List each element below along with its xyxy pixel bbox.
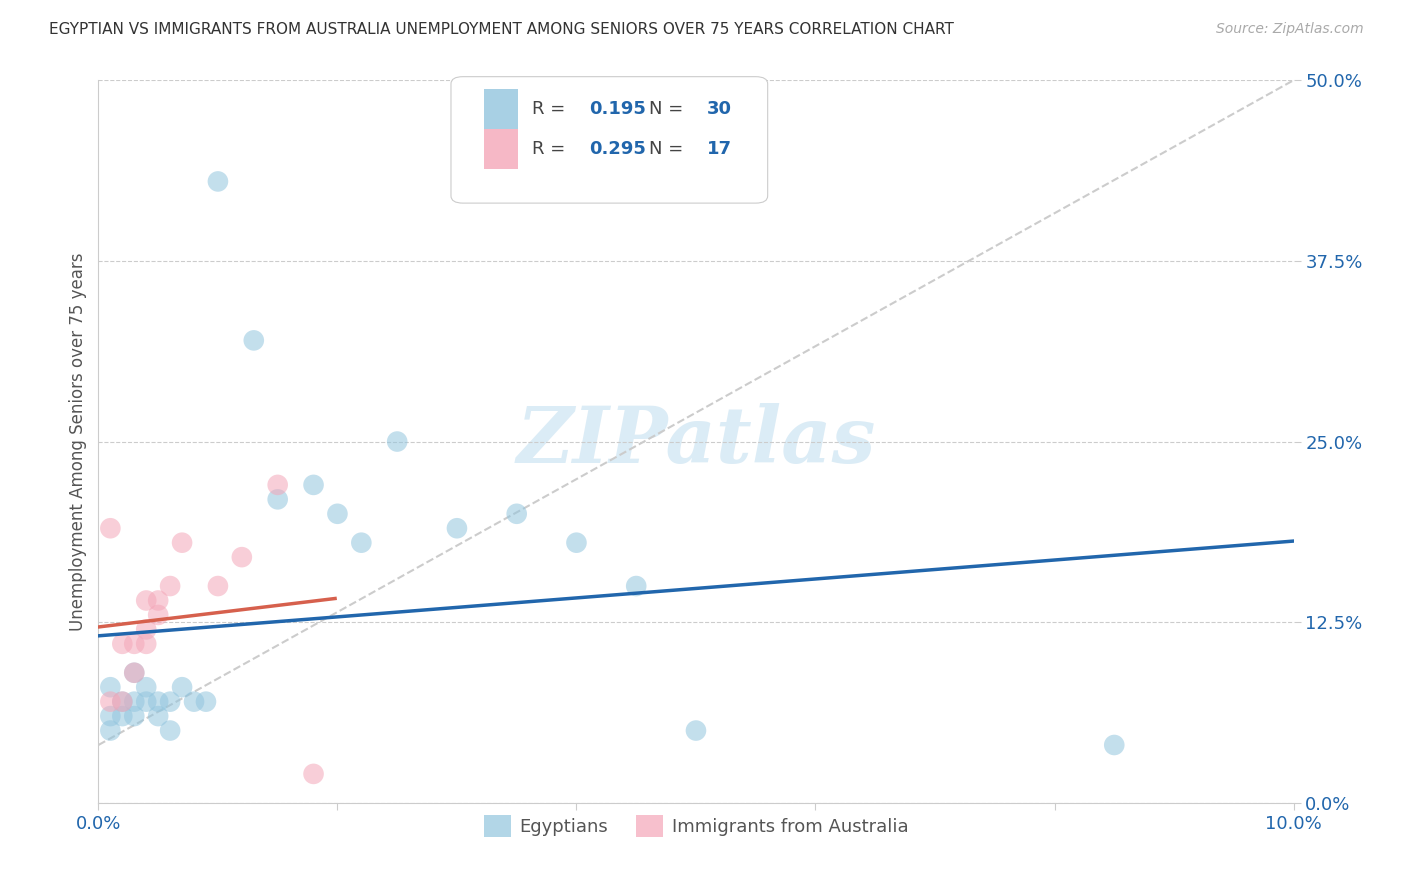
- Point: [267, 478, 290, 492]
- Text: N =: N =: [650, 140, 689, 158]
- Point: [207, 579, 229, 593]
- Point: [135, 695, 157, 709]
- Point: [124, 665, 146, 680]
- Point: [267, 492, 290, 507]
- Text: 17: 17: [707, 140, 731, 158]
- Point: [1104, 738, 1126, 752]
- Point: [159, 723, 181, 738]
- Point: [124, 637, 146, 651]
- Point: [135, 680, 157, 694]
- Point: [98, 723, 122, 738]
- Point: [135, 637, 157, 651]
- Text: R =: R =: [533, 100, 571, 118]
- Point: [98, 709, 122, 723]
- Point: [148, 695, 170, 709]
- Point: [565, 535, 588, 549]
- Legend: Egyptians, Immigrants from Australia: Egyptians, Immigrants from Australia: [477, 808, 915, 845]
- FancyBboxPatch shape: [485, 129, 517, 169]
- Text: 0.195: 0.195: [589, 100, 647, 118]
- Point: [148, 593, 170, 607]
- Point: [111, 695, 134, 709]
- Point: [111, 709, 134, 723]
- Point: [135, 593, 157, 607]
- Point: [172, 535, 194, 549]
- Text: 30: 30: [707, 100, 731, 118]
- Point: [172, 680, 194, 694]
- Point: [98, 680, 122, 694]
- Point: [195, 695, 218, 709]
- Point: [159, 695, 181, 709]
- FancyBboxPatch shape: [451, 77, 768, 203]
- Text: 0.295: 0.295: [589, 140, 647, 158]
- Point: [148, 607, 170, 622]
- Point: [326, 507, 349, 521]
- Text: R =: R =: [533, 140, 571, 158]
- Point: [135, 623, 157, 637]
- Point: [159, 579, 181, 593]
- Point: [302, 478, 325, 492]
- Point: [231, 550, 253, 565]
- Point: [302, 767, 325, 781]
- Point: [98, 521, 122, 535]
- Point: [98, 695, 122, 709]
- Point: [124, 695, 146, 709]
- Point: [124, 709, 146, 723]
- Point: [111, 637, 134, 651]
- FancyBboxPatch shape: [485, 89, 517, 128]
- Text: ZIPatlas: ZIPatlas: [516, 403, 876, 480]
- Point: [626, 579, 648, 593]
- Point: [207, 174, 229, 188]
- Point: [124, 665, 146, 680]
- Point: [385, 434, 409, 449]
- Point: [350, 535, 373, 549]
- Text: Source: ZipAtlas.com: Source: ZipAtlas.com: [1216, 22, 1364, 37]
- Text: EGYPTIAN VS IMMIGRANTS FROM AUSTRALIA UNEMPLOYMENT AMONG SENIORS OVER 75 YEARS C: EGYPTIAN VS IMMIGRANTS FROM AUSTRALIA UN…: [49, 22, 955, 37]
- Point: [446, 521, 468, 535]
- Point: [685, 723, 707, 738]
- Point: [183, 695, 205, 709]
- Point: [111, 695, 134, 709]
- Point: [148, 709, 170, 723]
- Y-axis label: Unemployment Among Seniors over 75 years: Unemployment Among Seniors over 75 years: [69, 252, 87, 631]
- Point: [243, 334, 266, 348]
- Text: N =: N =: [650, 100, 689, 118]
- Point: [506, 507, 529, 521]
